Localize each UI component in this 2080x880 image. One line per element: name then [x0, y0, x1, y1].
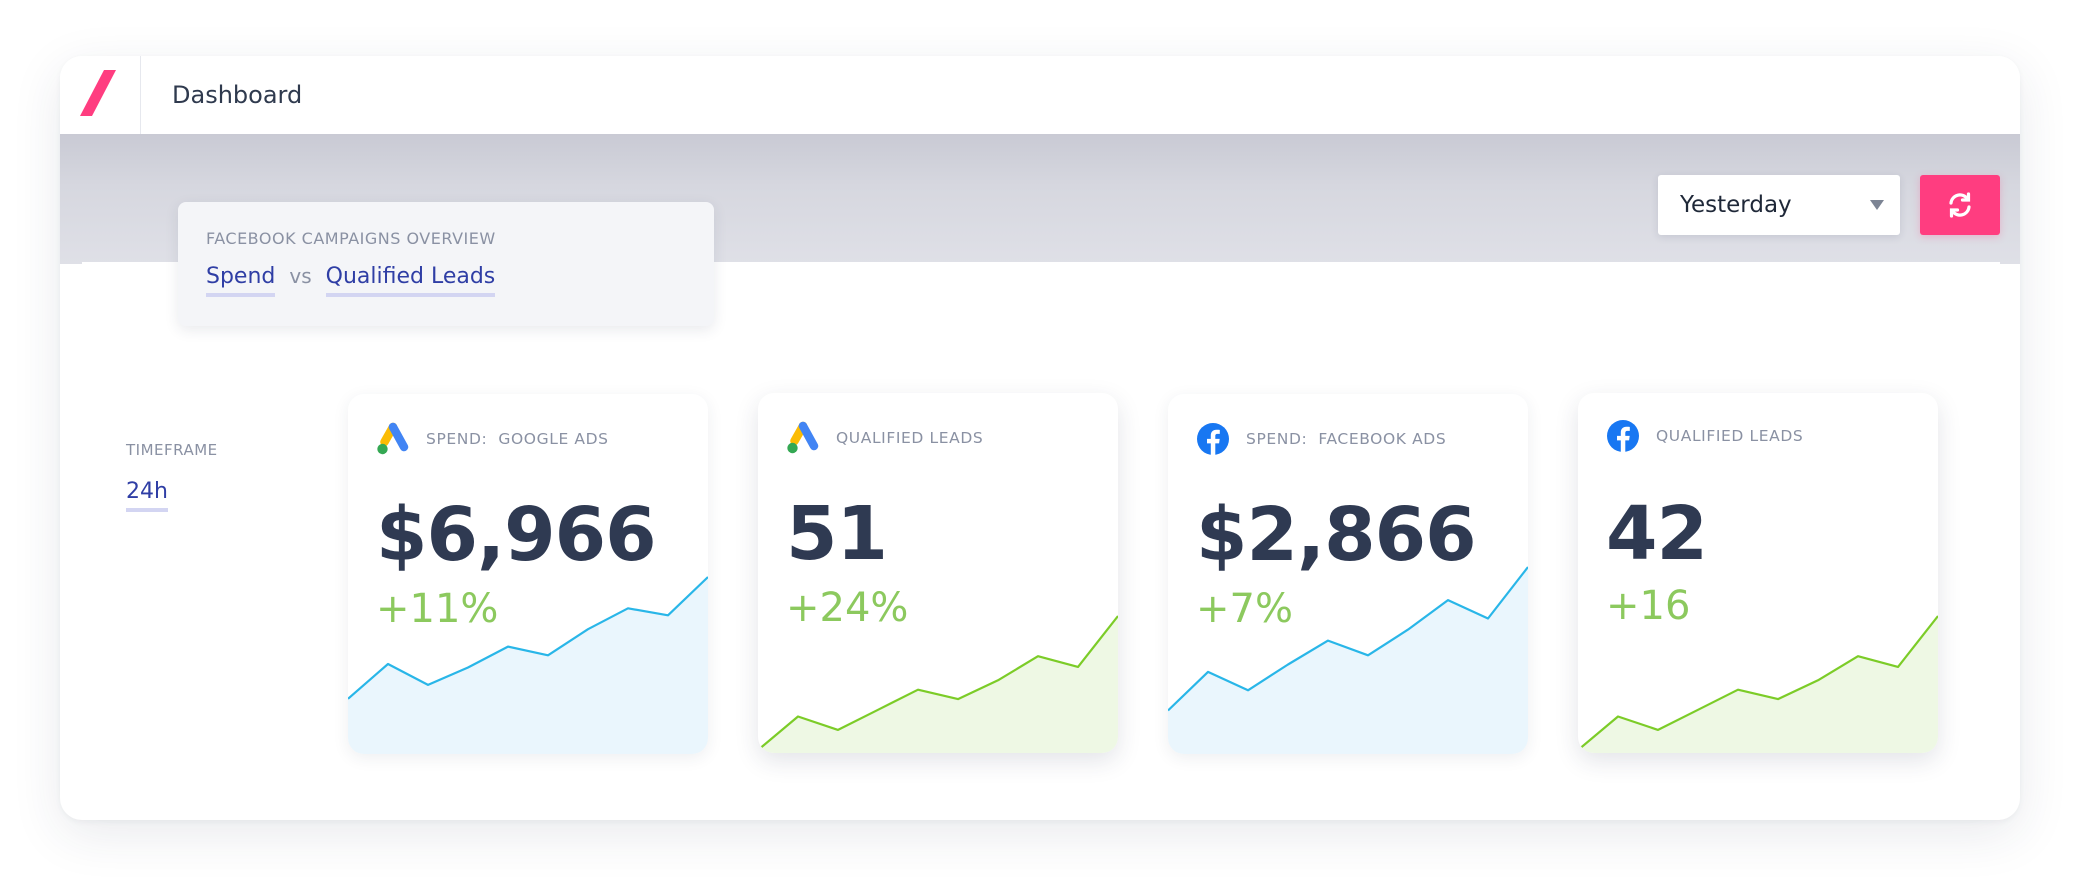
sparkline-area [758, 616, 1118, 753]
card-change: +7% [1196, 586, 1293, 632]
sparkline-line [758, 615, 1118, 751]
google-ads-icon [786, 421, 820, 459]
sparkline-chart [758, 615, 1118, 753]
kpi-card-google-leads[interactable]: QUALIFIED LEADS 51 +24% [758, 393, 1118, 753]
sparkline-area [348, 577, 708, 754]
kpi-card-facebook-spend[interactable]: SPEND: FACEBOOK ADS $2,866 +7% [1168, 394, 1528, 754]
sparkline-chart [1578, 615, 1938, 753]
timeframe-label: TIMEFRAME [126, 441, 218, 459]
facebook-icon [1606, 419, 1640, 457]
period-select-value: Yesterday [1680, 192, 1792, 218]
top-bar: Dashboard [60, 56, 2020, 134]
card-change: +16 [1606, 583, 1691, 629]
card-title: SPEND: FACEBOOK ADS [1246, 430, 1447, 448]
card-title: QUALIFIED LEADS [1656, 427, 1804, 445]
sparkline-chart [348, 576, 708, 754]
refresh-icon [1949, 192, 1971, 218]
sparkline-line [1168, 566, 1528, 712]
card-change: +11% [376, 586, 499, 632]
period-select[interactable]: Yesterday [1658, 175, 1900, 235]
page-title: Dashboard [172, 81, 303, 109]
facebook-icon [1196, 422, 1230, 460]
card-value: 51 [786, 491, 888, 577]
timeframe-value[interactable]: 24h [126, 479, 168, 512]
vs-separator: vs [289, 264, 312, 288]
google-ads-icon [376, 422, 410, 460]
chevron-down-icon [1870, 200, 1884, 210]
sparkline-chart [1168, 566, 1528, 754]
campaigns-overview-panel: FACEBOOK CAMPAIGNS OVERVIEW Spend vs Quali… [178, 202, 714, 326]
tab-qualified-leads[interactable]: Qualified Leads [325, 264, 496, 297]
dashboard-window: Dashboard FACEBOOK CAMPAIGNS OVERVIEW Sp… [60, 56, 2020, 820]
card-change: +24% [786, 585, 909, 631]
overview-title: FACEBOOK CAMPAIGNS OVERVIEW [206, 229, 496, 248]
kpi-card-facebook-leads[interactable]: QUALIFIED LEADS 42 +16 [1578, 393, 1938, 753]
card-value: 42 [1606, 491, 1708, 577]
tab-spend[interactable]: Spend [206, 264, 276, 297]
sparkline-area [1168, 567, 1528, 754]
metric-tabs: Spend vs Qualified Leads [206, 264, 496, 297]
card-title: QUALIFIED LEADS [836, 429, 984, 447]
kpi-card-google-spend[interactable]: SPEND: GOOGLE ADS $6,966 +11% [348, 394, 708, 754]
refresh-button[interactable] [1920, 175, 2000, 235]
card-value: $2,866 [1196, 492, 1477, 578]
card-title: SPEND: GOOGLE ADS [426, 430, 609, 448]
slash-logo-icon [80, 70, 116, 116]
sparkline-area [1578, 616, 1938, 753]
sparkline-line [348, 576, 708, 700]
card-value: $6,966 [376, 492, 657, 578]
logo[interactable] [60, 56, 141, 134]
sparkline-line [1578, 615, 1938, 751]
